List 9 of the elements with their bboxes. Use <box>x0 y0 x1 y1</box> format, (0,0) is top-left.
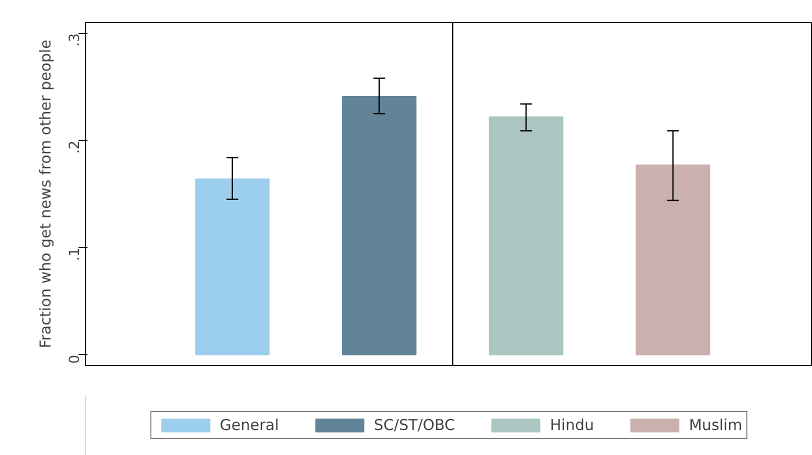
legend-label: Hindu <box>550 416 594 434</box>
y-tick-label: 0 <box>67 354 83 364</box>
legend-label: General <box>220 416 279 434</box>
y-axis-title: Fraction who get news from other people <box>36 40 54 348</box>
y-tick-label: .1 <box>67 248 83 261</box>
legend-label: Muslim <box>688 416 742 434</box>
y-tick-label: .3 <box>67 33 83 47</box>
y-tick-label: .2 <box>67 140 83 154</box>
legend-label: SC/ST/OBC <box>374 416 456 434</box>
